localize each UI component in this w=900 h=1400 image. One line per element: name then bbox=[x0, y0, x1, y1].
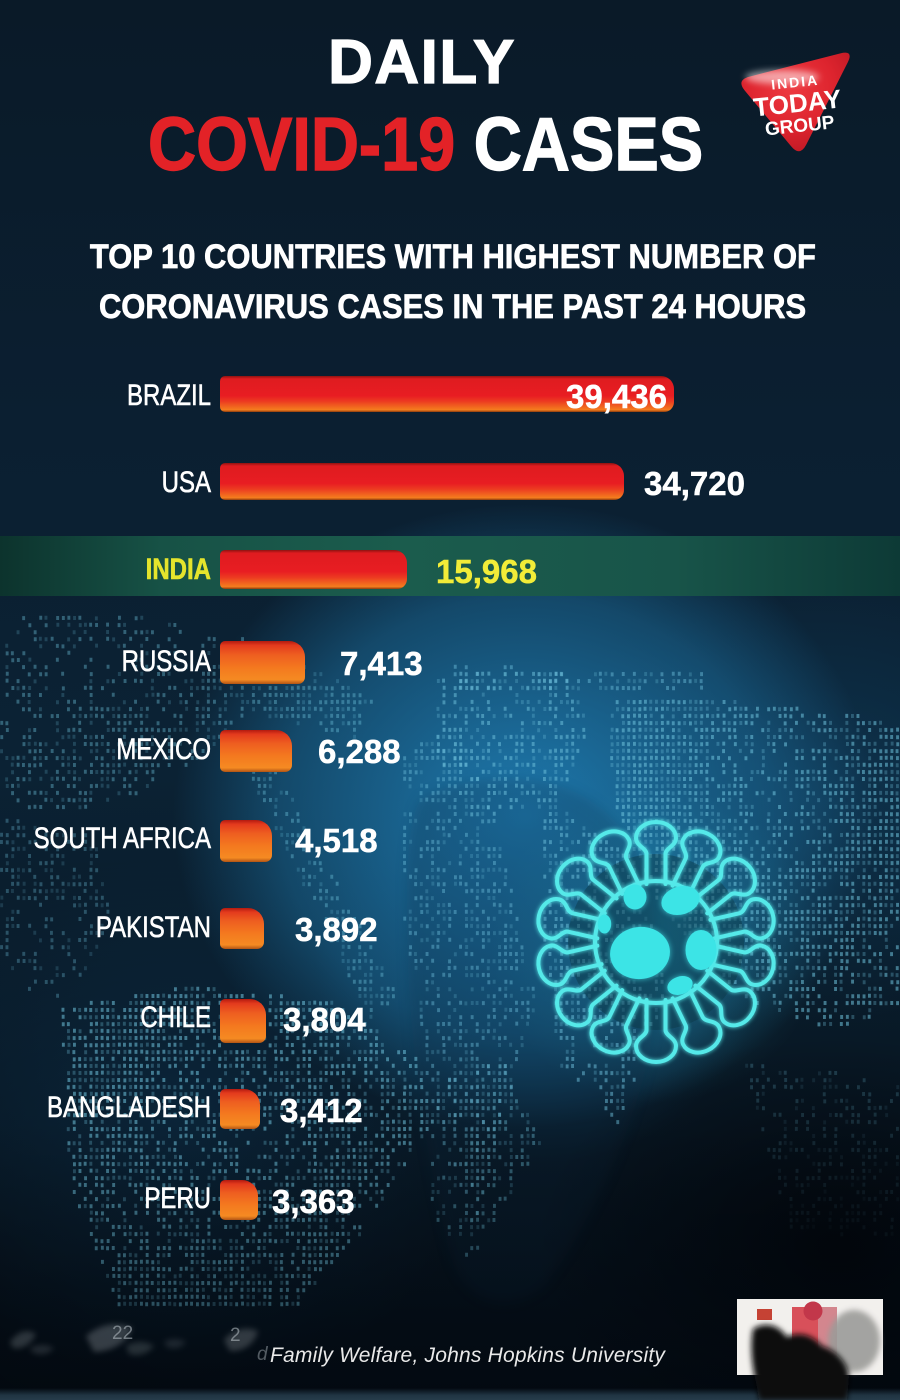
svg-text:2: 2 bbox=[230, 1325, 241, 1346]
svg-text:22: 22 bbox=[112, 1323, 133, 1344]
svg-text:d: d bbox=[257, 1344, 269, 1365]
